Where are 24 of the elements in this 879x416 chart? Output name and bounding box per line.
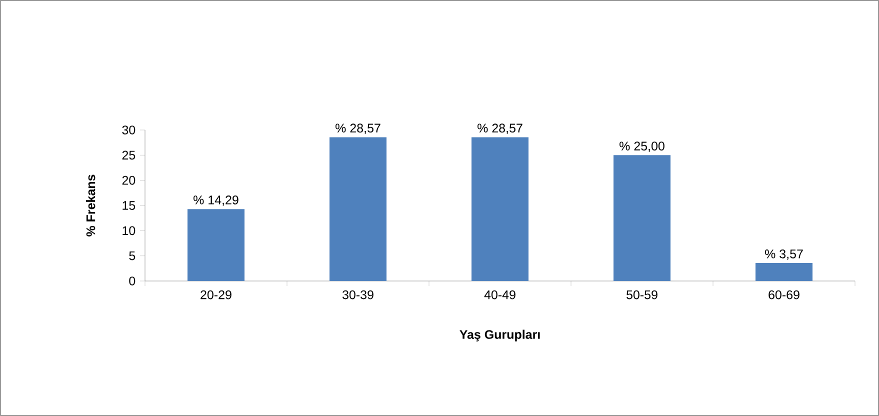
bar	[614, 155, 671, 281]
bar	[472, 137, 529, 281]
data-label: % 3,57	[765, 249, 803, 260]
y-tick-label: 25	[122, 150, 136, 160]
y-axis-title: % Frekans	[86, 174, 96, 236]
x-tick-label: 50-59	[626, 290, 658, 300]
y-tick-label: 0	[129, 276, 136, 286]
data-label: % 25,00	[620, 142, 664, 152]
x-axis-title: Yaş Gurupları	[460, 330, 540, 342]
y-tick-label: 5	[129, 251, 136, 260]
y-tick-label: 30	[122, 126, 136, 134]
data-label: % 28,57	[478, 124, 522, 134]
bar	[756, 263, 813, 281]
x-tick-label: 40-49	[484, 290, 516, 300]
x-tick-label: 20-29	[200, 290, 232, 300]
y-tick-label: 20	[122, 176, 136, 185]
x-tick-label: 60-69	[768, 290, 800, 300]
data-label: % 14,29	[194, 196, 238, 206]
bar	[330, 137, 387, 281]
y-tick-label: 10	[122, 226, 136, 236]
bar	[188, 209, 245, 281]
data-label: % 28,57	[336, 124, 380, 134]
y-tick-label: 15	[122, 201, 136, 210]
x-tick-label: 30-39	[342, 290, 374, 300]
